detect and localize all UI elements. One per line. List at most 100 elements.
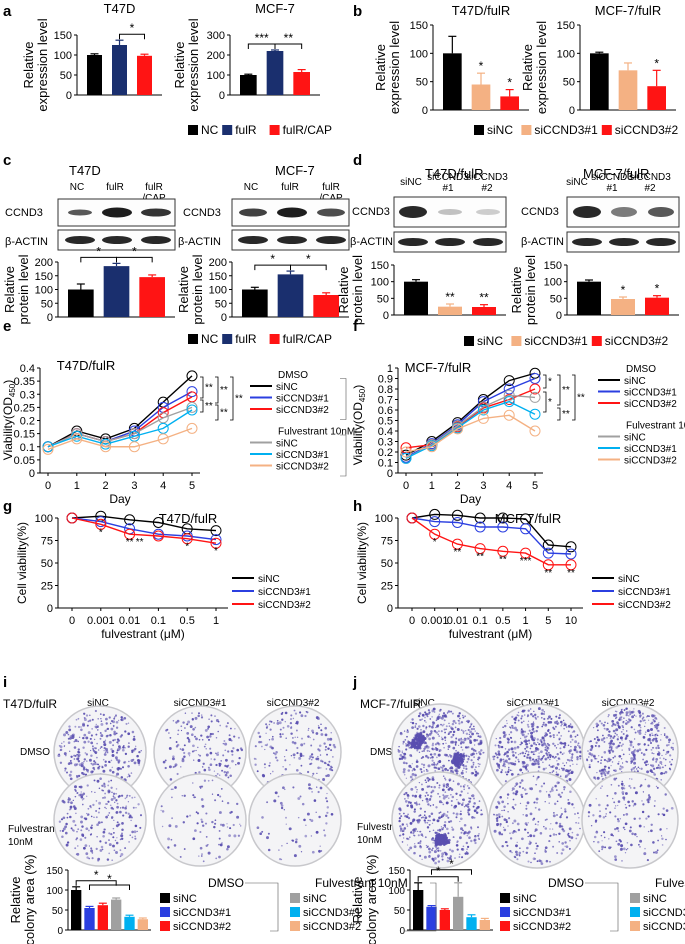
j-dish-0-colony [402, 740, 405, 744]
f-sig-label: ** [562, 385, 570, 396]
f-legend-label: siNC [624, 376, 646, 387]
j-dish-3-colony [413, 810, 416, 813]
j-dish-4-colony [515, 790, 519, 794]
e-point-5-4 [157, 433, 169, 445]
i-dish-0-colony [85, 753, 89, 756]
e-y-tick-label: 0.2 [20, 416, 35, 428]
i-dish-5-colony [266, 836, 269, 840]
h-point-0-2 [451, 509, 463, 521]
j-dish-0-colony [411, 726, 414, 729]
j-dish-0-colony [454, 743, 457, 746]
i-dish-1-colony [177, 729, 180, 732]
j-dish-2-colony [644, 733, 646, 736]
j-dish-3-colony [478, 800, 481, 802]
j-dish-2-colony [660, 733, 662, 736]
j-dish-1-colony [503, 760, 506, 764]
i-dish-0-colony [98, 765, 101, 768]
j-dish-5-colony [614, 855, 617, 858]
j-dish-0-colony [467, 728, 470, 732]
j-dish-2-colony [602, 723, 606, 727]
j-dish-4-colony [512, 792, 515, 795]
j-dish-4-colony [551, 828, 554, 830]
a2-bar-0 [240, 75, 257, 95]
legend-d-label-1: siCCND3#1 [524, 334, 588, 348]
i-dish-4-colony [195, 811, 198, 814]
j-dish-0-colony [420, 771, 423, 773]
j-dish-5-colony [664, 793, 667, 796]
j-dish-4-colony [526, 801, 530, 805]
j-dish-3-colony [466, 851, 468, 853]
e-y-tick-label: 0.4 [20, 363, 35, 375]
i-dish-0-colony [121, 748, 125, 752]
j-dish-4-colony [564, 808, 567, 811]
i-dish-3-colony [101, 784, 104, 787]
j-dish-0-colony [447, 755, 450, 758]
j-dish-4-colony [509, 837, 513, 840]
i-dish-3-colony [115, 851, 118, 854]
j-dish-4-colony [520, 795, 524, 799]
j-dish-3-colony [437, 860, 441, 863]
i-dish-3-colony [113, 832, 115, 834]
i-dish-3-colony [111, 791, 113, 794]
j-dish-4-colony [529, 840, 531, 843]
j-dish-1-colony [561, 768, 565, 772]
i-dish-0-colony [96, 763, 98, 765]
j-dish-1-colony [543, 739, 546, 742]
i-dish-4-colony [173, 844, 177, 847]
j-dish-0-colony [433, 752, 437, 756]
b2-y-title: protein level [190, 254, 205, 324]
j-dish-3-colony [435, 806, 438, 809]
j-dish-3-colony [437, 849, 440, 852]
j-dish-0-colony [416, 749, 419, 752]
j-dish-4-colony [499, 822, 502, 826]
j-dish-3-colony [412, 832, 415, 835]
i-dish-3-colony [116, 805, 119, 809]
i-y-tick-label: 150 [46, 866, 63, 877]
j-dish-2-colony [645, 731, 647, 733]
j-dish-0-colony [416, 759, 418, 762]
j-y-title: Relative [350, 877, 365, 924]
i-dish-0-colony [73, 741, 75, 743]
j-dish-0-colony [406, 743, 409, 747]
j-dish-1-colony [502, 764, 505, 767]
j-dish-2-colony [665, 735, 669, 739]
i-dish-1-colony [231, 750, 234, 753]
i-dish-4-colony [194, 796, 197, 798]
j-dish-1-colony [572, 730, 576, 733]
i-dish-2-colony [292, 753, 296, 757]
e-x-tick-label: 2 [103, 480, 109, 492]
j-dish-3-colony [399, 825, 402, 828]
legend-a-swatch-1 [222, 125, 233, 135]
h-y-tick-label: 25 [381, 581, 393, 593]
j-dish-3-colony [450, 804, 453, 807]
i-dish-2-colony [280, 712, 283, 716]
j-dish-3-colony [429, 830, 431, 833]
legend-d-swatch-0 [464, 336, 474, 346]
i-dish-3-colony [124, 811, 128, 814]
i-dish-4-colony [201, 824, 205, 827]
j-dish-2-colony [654, 733, 657, 736]
j-dish-2-colony [633, 708, 635, 710]
i-dish-3-colony [98, 801, 102, 805]
j-dish-4-colony [551, 786, 554, 789]
i-dish-3-colony [133, 830, 137, 834]
j-dish-5-colony [643, 852, 647, 856]
j-dish-1-colony [524, 766, 527, 769]
j-dish-5-colony [601, 785, 603, 787]
d2-y-tick-label: 100 [544, 277, 562, 289]
j-dish-0-colony [472, 725, 475, 728]
g-point-2-0 [66, 512, 78, 524]
j-dish-0-colony [420, 757, 423, 759]
i-dish-3-colony [64, 825, 68, 829]
c1-y-title: Relative [373, 44, 388, 91]
j-dish-5-colony [647, 784, 651, 788]
j-dish-3-colony [446, 827, 449, 831]
i-dish-3-colony [91, 857, 94, 860]
j-dish-1-colony [541, 712, 543, 715]
j-dish-1-colony [563, 723, 567, 727]
i-dish-3-colony [103, 796, 107, 799]
j-dish-5-colony [622, 813, 625, 816]
i-dish-0-colony [115, 720, 119, 724]
i-dish-0-colony [97, 718, 99, 720]
j-dish-0-colony [408, 741, 412, 745]
